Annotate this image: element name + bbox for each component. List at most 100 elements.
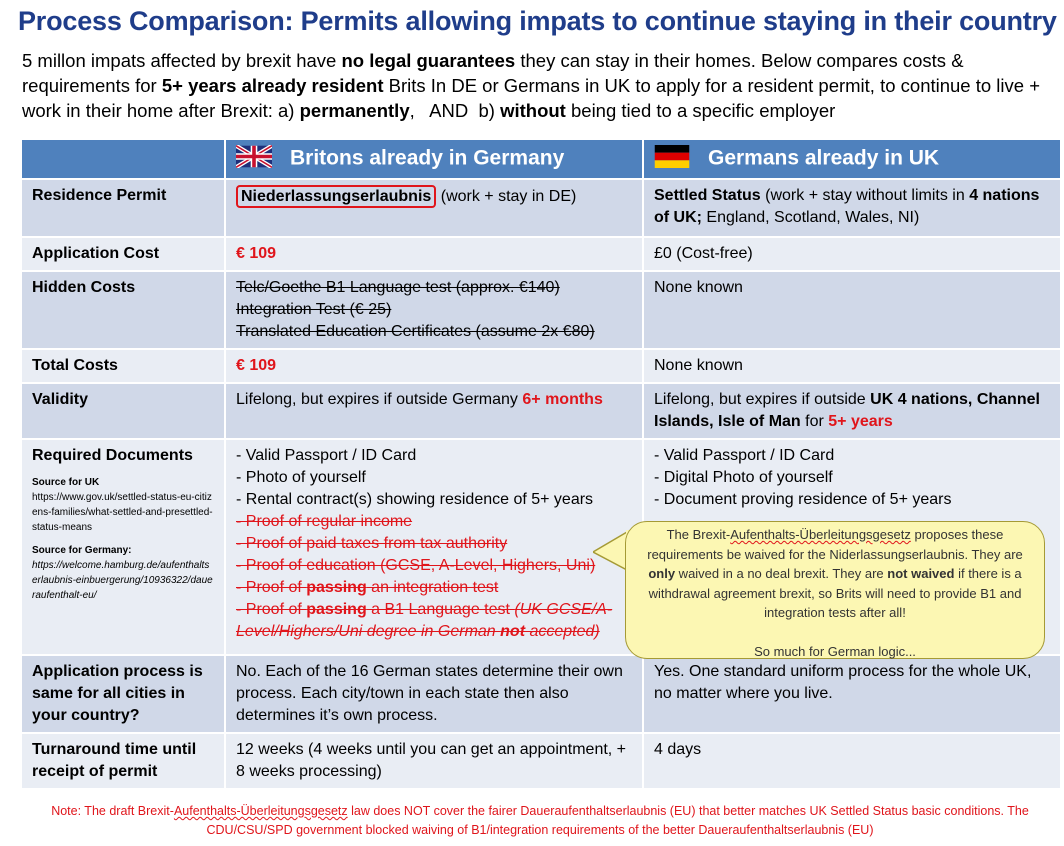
row-label: Turnaround time until receipt of permit	[20, 732, 226, 790]
germany-cell: Niederlassungserlaubnis (work + stay in …	[224, 178, 644, 238]
intro-bold: 5+ years already resident	[161, 75, 384, 96]
validity-limit: 5+ years	[828, 413, 893, 430]
source-uk-url[interactable]: https://www.gov.uk/settled-status-eu-cit…	[32, 492, 213, 533]
table-row: Turnaround time until receipt of permit …	[20, 732, 1062, 790]
germany-cell: Lifelong, but expires if outside Germany…	[224, 382, 644, 440]
row-label: Total Costs	[20, 348, 226, 384]
intro-bold: without	[500, 100, 566, 121]
row-label: Application Cost	[20, 236, 226, 272]
uk-cell: Settled Status (work + stay without limi…	[642, 178, 1062, 238]
footnote-law-name: Aufenthalts-Überleitungsgesetz	[173, 804, 348, 818]
row-label: Application process is same for all citi…	[20, 654, 226, 734]
row-label: Required Documents Source for UK https://…	[20, 438, 226, 656]
table-row: Application Cost € 109 £0 (Cost-free)	[20, 236, 1062, 272]
table-row: Residence Permit Niederlassungserlaubnis…	[20, 178, 1062, 238]
docs-label: Required Documents	[32, 447, 193, 464]
footnote: Note: The draft Brexit-Aufenthalts-Überl…	[30, 802, 1050, 839]
row-label: Residence Permit	[20, 178, 226, 238]
callout-law-name: Aufenthalts-Überleitungsgesetz	[730, 527, 911, 542]
struck-doc-item: - Proof of paid taxes from tax authority	[236, 535, 508, 552]
struck-doc-item: - Proof of regular income	[236, 513, 413, 530]
row-label: Validity	[20, 382, 226, 440]
row-label: Hidden Costs	[20, 270, 226, 350]
uk-cell: £0 (Cost-free)	[642, 236, 1062, 272]
germany-cell: 12 weeks (4 weeks until you can get an a…	[224, 732, 644, 790]
validity-text: Lifelong, but expires if outside Germany	[236, 391, 523, 408]
callout-emphasis: not waived	[887, 566, 955, 581]
intro-text: 5 millon impats affected by brexit have	[22, 50, 342, 71]
germany-flag-icon	[654, 145, 690, 173]
intro-text: , AND b)	[409, 100, 501, 121]
de-permit-desc: (work + stay in DE)	[436, 188, 577, 205]
intro-text: Brits In DE or Germans in UK to apply fo…	[22, 75, 1041, 121]
table-header-row: Britons already in Germany Germans alrea…	[20, 138, 1062, 180]
callout-fragment: The Brexit-	[666, 527, 731, 542]
validity-limit: 6+ months	[522, 391, 603, 408]
doc-text-italic: accepted)	[525, 623, 600, 640]
struck-doc-item: - Proof of education (GCSE, A-Level, Hig…	[236, 557, 596, 574]
validity-text: for	[800, 413, 829, 430]
doc-text: a B1 Language test	[366, 601, 515, 618]
germany-cell: Telc/Goethe B1 Language test (approx. €1…	[224, 270, 644, 350]
uk-permit-nations: 4 nations of UK;	[654, 187, 1040, 226]
permit-name-highlight: Niederlassungserlaubnis	[236, 185, 437, 208]
struck-cost: Integration Test (€ 25)	[236, 301, 392, 318]
intro-paragraph: 5 millon impats affected by brexit have …	[22, 48, 1058, 123]
validity-text: Lifelong, but expires if outside	[654, 391, 871, 408]
uk-cell: Yes. One standard uniform process for th…	[642, 654, 1062, 734]
germany-cell: No. Each of the 16 German states determi…	[224, 654, 644, 734]
page-title: Process Comparison: Permits allowing imp…	[18, 6, 1057, 36]
callout-text: The Brexit-Aufenthalts-Überleitungsgeset…	[638, 525, 1032, 623]
uk-flag-icon	[234, 143, 274, 173]
doc-item: - Rental contract(s) showing residence o…	[236, 491, 594, 508]
uk-permit-desc: England, Scotland, Wales, NI)	[701, 209, 920, 226]
doc-text-italic: (UK GCSE/A-Level/Highers/Uni degree in G…	[236, 601, 613, 640]
source-uk: Source for UK https://www.gov.uk/settled-…	[32, 475, 214, 535]
callout-fragment: if there is a withdrawal agreement brexi…	[648, 566, 1022, 620]
table-row: Total Costs € 109 None known	[20, 348, 1062, 384]
header-germany-column: Britons already in Germany	[224, 138, 644, 180]
source-uk-label: Source for UK	[32, 477, 100, 488]
intro-text: they can stay in their homes. Below comp…	[22, 50, 964, 96]
callout-bubble: The Brexit-Aufenthalts-Überleitungsgeset…	[625, 521, 1045, 659]
germany-cell: - Valid Passport / ID Card - Photo of yo…	[224, 438, 644, 656]
footnote-text: law does NOT cover the fairer Daueraufen…	[206, 804, 1029, 837]
germany-cell: € 109	[224, 236, 644, 272]
uk-cell: None known	[642, 348, 1062, 384]
doc-item: - Photo of yourself	[236, 469, 366, 486]
callout-fragment: waived in a no deal brexit. They are	[675, 566, 888, 581]
doc-text-bold: passing	[306, 601, 367, 618]
struck-doc-item: - Proof of passing an integration test	[236, 577, 632, 599]
de-permit-name: Niederlassungserlaubnis	[241, 188, 432, 205]
doc-text: - Proof of	[236, 579, 307, 596]
doc-item: - Valid Passport / ID Card	[654, 447, 835, 464]
table-row: Application process is same for all citi…	[20, 654, 1062, 734]
header-blank-cell	[20, 138, 226, 180]
uk-cell: None known	[642, 270, 1062, 350]
doc-text: - Proof of	[236, 601, 307, 618]
table-row: Validity Lifelong, but expires if outsid…	[20, 382, 1062, 440]
uk-cell: 4 days	[642, 732, 1062, 790]
struck-doc-item: - Proof of passing a B1 Language test (U…	[236, 599, 632, 643]
germany-cell: € 109	[224, 348, 644, 384]
uk-permit-name: Settled Status	[654, 187, 761, 204]
struck-cost: Translated Education Certificates (assum…	[236, 323, 595, 340]
source-germany-label: Source for Germany:	[32, 545, 132, 556]
intro-bold: permanently	[299, 100, 410, 121]
header-uk-column: Germans already in UK	[642, 138, 1062, 180]
header-col3-text: Germans already in UK	[708, 146, 940, 170]
callout-emphasis: only	[648, 566, 676, 581]
source-germany: Source for Germany: https://welcome.hambu…	[32, 543, 214, 603]
uk-cell: Lifelong, but expires if outside UK 4 na…	[642, 382, 1062, 440]
doc-item: - Document proving residence of 5+ years	[654, 491, 952, 508]
doc-item: - Digital Photo of yourself	[654, 469, 833, 486]
validity-region: UK 4 nations, Channel Islands, Isle of M…	[654, 391, 1040, 430]
doc-text-bold: passing	[306, 579, 367, 596]
struck-cost: Telc/Goethe B1 Language test (approx. €1…	[236, 279, 560, 296]
source-germany-url[interactable]: https://welcome.hamburg.de/aufenthaltser…	[32, 560, 213, 601]
intro-bold: no legal guarantees	[341, 50, 516, 71]
comparison-table: Britons already in Germany Germans alrea…	[20, 138, 1062, 790]
footnote-text: Note: The draft Brexit-	[51, 804, 174, 818]
doc-text: an integration test	[366, 579, 499, 596]
intro-text: being tied to a specific employer	[565, 100, 836, 121]
